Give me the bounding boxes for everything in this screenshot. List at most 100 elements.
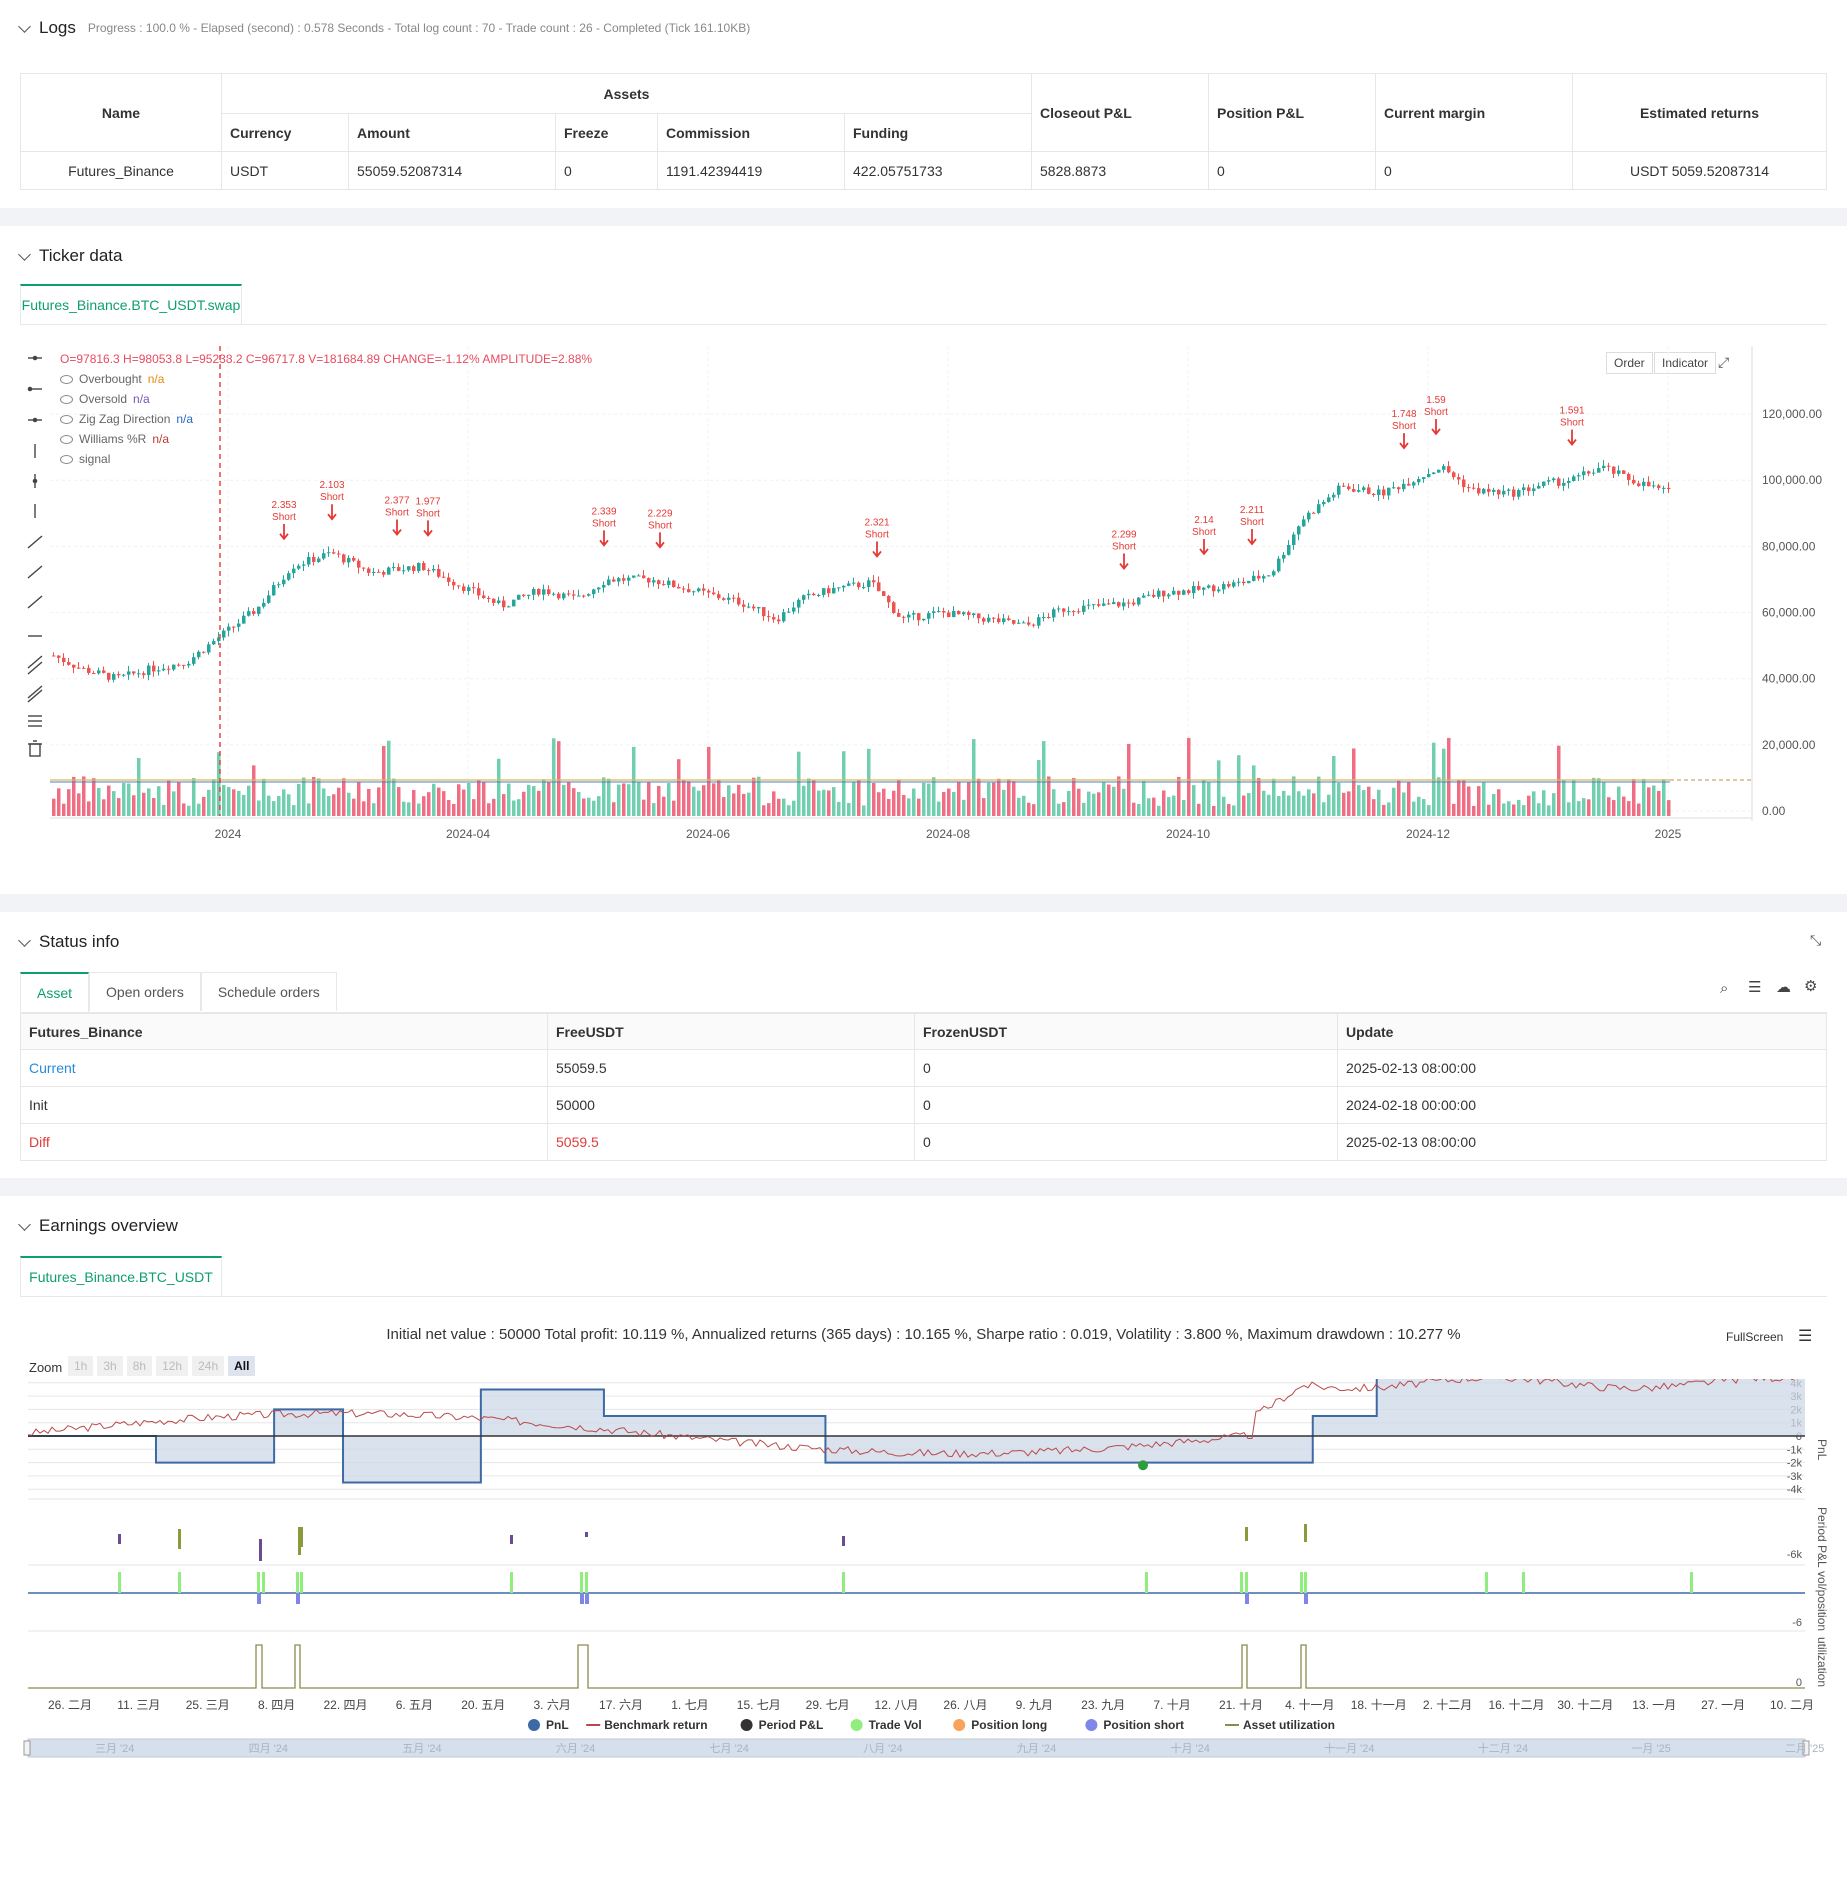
chevron-down-icon[interactable] — [18, 1217, 31, 1231]
candlestick-chart[interactable]: 120,000.00 100,000.00 80,000.00 60,000.00 40… — [0, 326, 1847, 886]
candle — [1427, 474, 1431, 478]
fibonacci-icon[interactable] — [27, 685, 43, 703]
menu-icon[interactable]: ☰ — [1798, 1328, 1813, 1345]
ticker-header[interactable]: Ticker data — [18, 246, 122, 266]
tab-open-orders[interactable]: Open orders — [89, 972, 201, 1011]
tab-btc-usdt[interactable]: Futures_Binance.BTC_USDT — [20, 1256, 222, 1296]
fullscreen-button[interactable]: FullScreen — [1726, 1330, 1784, 1344]
tab-asset[interactable]: Asset — [20, 972, 90, 1012]
chevron-down-icon[interactable] — [18, 247, 31, 261]
earnings-header[interactable]: Earnings overview — [18, 1216, 178, 1236]
candle — [522, 594, 526, 596]
vertical-ray-icon[interactable] — [32, 474, 38, 488]
list-icon[interactable]: ☰ — [1748, 979, 1762, 996]
order-button[interactable]: Order — [1606, 352, 1653, 374]
chevron-down-icon[interactable] — [18, 19, 31, 33]
zoom-3h[interactable]: 3h — [97, 1356, 123, 1376]
position-short-bar — [296, 1593, 300, 1604]
segment-icon[interactable] — [27, 595, 43, 609]
candle — [187, 663, 191, 666]
legend-item: Position long — [971, 1718, 1047, 1732]
eye-icon[interactable] — [60, 394, 73, 404]
parallel-line-icon[interactable] — [28, 417, 42, 423]
volume-bar — [452, 803, 456, 816]
x-tick-label: 12. 八月 — [875, 1698, 919, 1712]
candle — [782, 612, 786, 622]
volume-bar — [192, 778, 196, 816]
candle — [552, 593, 556, 595]
tab-btc-swap[interactable]: Futures_Binance.BTC_USDT.swap — [20, 284, 242, 324]
eye-icon[interactable] — [60, 374, 73, 384]
levels-icon[interactable] — [28, 715, 42, 727]
volume-bar — [287, 794, 291, 816]
candle — [357, 560, 361, 568]
zoom-1h[interactable]: 1h — [68, 1356, 94, 1376]
zoom-24h[interactable]: 24h — [192, 1356, 225, 1376]
candle — [857, 582, 861, 588]
pnl-tick-label: -1k — [1787, 1444, 1803, 1456]
candle — [602, 584, 606, 588]
candle — [1362, 487, 1366, 491]
status-header[interactable]: Status info — [18, 932, 119, 952]
legend-signal[interactable]: signal — [60, 452, 110, 466]
zoom-12h[interactable]: 12h — [156, 1356, 189, 1376]
candle — [887, 596, 891, 603]
gear-icon[interactable]: ⚙ — [1804, 978, 1818, 995]
expand-icon[interactable]: ⤢ — [1718, 354, 1730, 370]
logs-header[interactable]: Logs Progress : 100.0 % - Elapsed (secon… — [18, 18, 751, 38]
x-tick-label: 4. 十一月 — [1285, 1698, 1334, 1712]
th-frozen: FrozenUSDT — [914, 1013, 1338, 1050]
zoom-8h[interactable]: 8h — [126, 1356, 153, 1376]
legend-overbought[interactable]: Overbought n/a — [60, 372, 164, 386]
cell: 0 — [914, 1049, 1338, 1087]
horizontal-ray-icon[interactable] — [27, 386, 42, 392]
trash-icon[interactable] — [28, 740, 42, 757]
volume-bar — [57, 788, 61, 816]
volume-bar — [302, 777, 306, 816]
candle — [172, 664, 176, 670]
ray-line-icon[interactable] — [27, 565, 43, 579]
logs-progress: Progress : 100.0 % - Elapsed (second) : … — [87, 21, 751, 35]
legend-zigzag[interactable]: Zig Zag Direction n/a — [60, 412, 193, 426]
indicator-button[interactable]: Indicator — [1654, 352, 1717, 374]
volume-bar — [177, 782, 181, 816]
volume-bar — [1177, 776, 1181, 816]
volume-bar — [1387, 802, 1391, 816]
candle — [347, 557, 351, 563]
chevron-down-icon[interactable] — [18, 933, 31, 947]
x-tick-label: 18. 十一月 — [1351, 1698, 1407, 1712]
candle — [902, 616, 906, 618]
legend-oversold[interactable]: Oversold n/a — [60, 392, 150, 406]
trend-line-icon[interactable] — [27, 535, 43, 549]
zoom-all[interactable]: All — [228, 1356, 256, 1376]
collapse-icon[interactable]: ⤡ — [1810, 932, 1822, 948]
signal-arrow — [1567, 429, 1577, 447]
volume-bar — [362, 801, 366, 816]
trade-vol-bar — [178, 1572, 181, 1593]
parallel-channel-icon[interactable] — [27, 655, 43, 675]
volume-bar — [277, 796, 281, 816]
tab-schedule-orders[interactable]: Schedule orders — [200, 972, 337, 1011]
horizontal-line-icon[interactable] — [28, 355, 42, 361]
trade-vol-bar — [262, 1572, 265, 1593]
candle — [1032, 624, 1036, 626]
cloud-icon[interactable]: ☁ — [1776, 979, 1791, 996]
volume-bar — [872, 782, 876, 816]
volume-bar — [917, 798, 921, 816]
candle — [532, 588, 536, 595]
eye-icon[interactable] — [60, 414, 73, 424]
eye-icon[interactable] — [60, 454, 73, 464]
volume-bar — [1492, 794, 1496, 816]
volume-bar — [62, 803, 66, 816]
x-tick-label: 29. 七月 — [806, 1698, 850, 1712]
eye-icon[interactable] — [60, 434, 73, 444]
candle — [1187, 590, 1191, 594]
candle — [1182, 590, 1186, 595]
legend-williams[interactable]: Williams %R n/a — [60, 432, 169, 446]
search-icon[interactable]: ⌕ — [1720, 980, 1729, 997]
volume-bar — [407, 802, 411, 816]
candle — [257, 606, 261, 614]
row-label-current[interactable]: Current — [20, 1049, 548, 1087]
volume-bar — [317, 778, 321, 816]
